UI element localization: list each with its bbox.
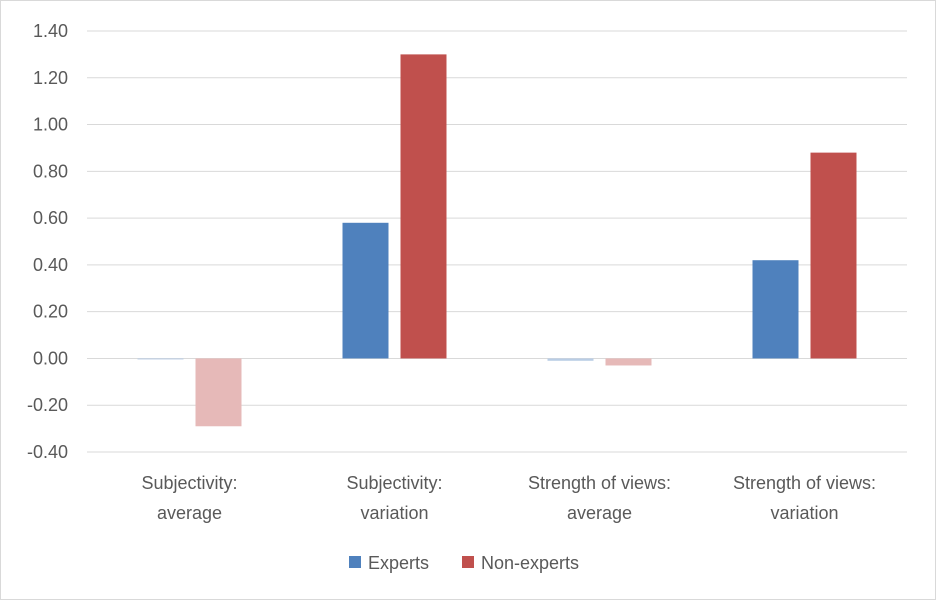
x-category-label: Subjectivity: [346,473,442,493]
x-category-label: variation [360,503,428,523]
y-tick-label: -0.20 [27,395,68,415]
y-tick-label: 0.00 [33,348,68,368]
legend: Experts Non-experts [349,553,579,573]
legend-label: Experts [368,553,429,573]
bar-experts-2 [547,358,594,361]
legend-swatch-non-experts [462,556,474,568]
y-tick-label: 1.20 [33,68,68,88]
bar-experts-3 [752,260,799,359]
legend-swatch-experts [349,556,361,568]
bar-non-experts-3 [810,152,857,359]
bar-non-experts-2 [605,358,652,366]
bar-experts-0 [137,358,184,360]
x-category-label: average [157,503,222,523]
bar-experts-1 [342,222,389,359]
x-category-label: variation [770,503,838,523]
bar-non-experts-0 [195,358,242,427]
x-category-label: Strength of views: [733,473,876,493]
x-axis-category-labels: Subjectivity: average Subjectivity: variati… [141,473,876,523]
y-tick-label: -0.40 [27,442,68,462]
y-tick-label: 0.40 [33,255,68,275]
bars [137,54,857,427]
x-category-label: Subjectivity: [141,473,237,493]
legend-label: Non-experts [481,553,579,573]
x-category-label: Strength of views: [528,473,671,493]
y-tick-label: 1.40 [33,21,68,41]
y-axis-tick-labels: -0.40 -0.20 0.00 0.20 0.40 0.60 0.80 1.00 1.20 1.… [27,21,68,462]
bar-non-experts-1 [400,54,447,359]
x-category-label: average [567,503,632,523]
y-tick-label: 0.60 [33,208,68,228]
y-tick-label: 0.80 [33,161,68,181]
y-tick-label: 0.20 [33,302,68,322]
y-tick-label: 1.00 [33,115,68,135]
